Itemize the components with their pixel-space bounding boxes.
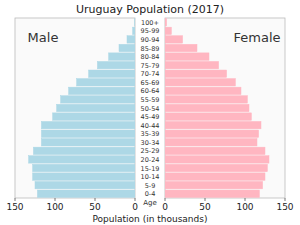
bar: [77, 79, 135, 86]
bar: [165, 19, 167, 26]
bar: [41, 130, 135, 137]
bar: [165, 130, 259, 137]
bar: [165, 164, 267, 171]
bar: [165, 79, 235, 86]
bar: [165, 53, 209, 60]
bar: [35, 181, 135, 188]
category-label: 40-44: [141, 122, 160, 130]
bar: [165, 44, 197, 51]
tick: [135, 198, 136, 201]
bar: [127, 36, 135, 43]
category-label: 70-74: [141, 70, 160, 78]
category-label: 0-4: [145, 190, 156, 198]
series-label: Male: [28, 30, 59, 45]
bar: [41, 121, 135, 128]
category-label: 30-34: [141, 139, 160, 147]
x-axis-label: Population (in thousands): [93, 214, 208, 224]
category-label: 50-54: [141, 105, 160, 113]
category-label: 75-79: [141, 62, 160, 70]
category-label: 25-29: [141, 147, 160, 155]
bar: [37, 190, 135, 197]
tick: [285, 198, 286, 201]
bar: [165, 139, 257, 146]
bar: [165, 156, 269, 163]
chart: Uruguay Population (2017) Male 0 50 100 150 Fe…: [0, 0, 300, 225]
bar: [61, 96, 135, 103]
bar: [33, 147, 135, 154]
bar: [165, 96, 247, 103]
tick-label: 100: [236, 202, 253, 212]
category-label: 60-64: [141, 87, 160, 95]
bar: [97, 61, 135, 68]
bar: [165, 70, 227, 77]
bar: [119, 44, 135, 51]
bar: [33, 173, 135, 180]
tick-label: 0: [132, 202, 138, 212]
bar: [89, 70, 135, 77]
bar: [165, 27, 171, 34]
bar: [165, 87, 241, 94]
category-label: 90-94: [141, 36, 160, 44]
tick: [205, 198, 206, 201]
panel-frame: [165, 18, 285, 198]
bar: [33, 164, 135, 171]
title: Uruguay Population (2017): [76, 3, 224, 16]
panel-frame: [15, 18, 135, 198]
bars: [165, 19, 269, 198]
category-label: 35-39: [141, 130, 160, 138]
category-label: 80-84: [141, 53, 160, 61]
category-label: 95-99: [141, 27, 160, 35]
bar: [134, 19, 135, 26]
tick-label: 50: [199, 202, 211, 212]
bar: [165, 113, 251, 120]
category-label: 65-69: [141, 79, 160, 87]
bar: [29, 156, 135, 163]
bar: [69, 87, 135, 94]
tick: [165, 198, 166, 201]
bar: [165, 121, 261, 128]
bar: [165, 104, 249, 111]
category-label: 85-89: [141, 45, 160, 53]
tick: [55, 198, 56, 201]
bar: [53, 113, 135, 120]
bars: [29, 19, 135, 198]
tick: [245, 198, 246, 201]
bar: [165, 173, 265, 180]
tick-label: 100: [46, 202, 63, 212]
tick-label: 150: [276, 202, 293, 212]
category-label: 10-14: [141, 173, 160, 181]
category-label: 55-59: [141, 96, 160, 104]
bar: [165, 181, 263, 188]
tick-label: 50: [89, 202, 101, 212]
category-label: 20-24: [141, 156, 160, 164]
category-label: 5-9: [145, 182, 156, 190]
bar: [41, 139, 135, 146]
tick: [15, 198, 16, 201]
tick-label: 150: [6, 202, 23, 212]
tick: [95, 198, 96, 201]
series-label: Female: [233, 30, 280, 45]
category-label: 15-19: [141, 165, 160, 173]
bar: [57, 104, 135, 111]
category-label: 100+: [141, 19, 159, 27]
bar: [165, 190, 259, 197]
y-axis-label: Age: [143, 199, 157, 207]
bar: [165, 147, 265, 154]
bar: [165, 36, 183, 43]
category-label: 45-49: [141, 113, 160, 121]
tick-label: 0: [162, 202, 168, 212]
bar: [133, 27, 135, 34]
bar: [165, 61, 219, 68]
bar: [109, 53, 135, 60]
